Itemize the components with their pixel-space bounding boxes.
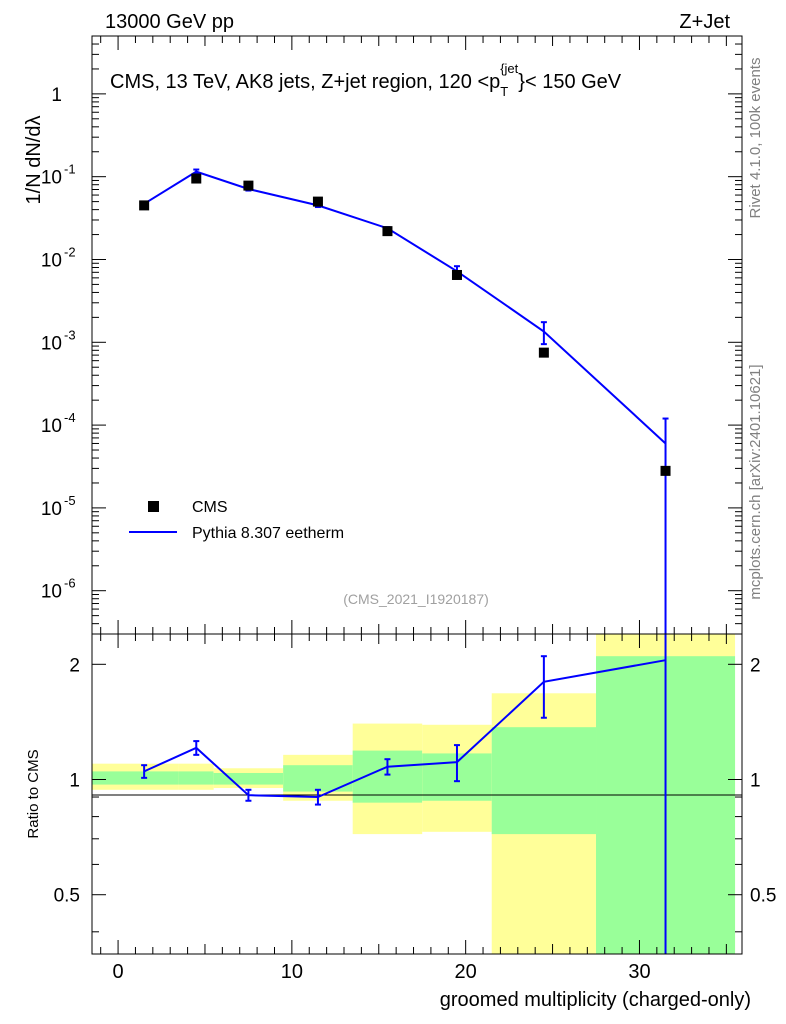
main-y-tick-exponent: -1 xyxy=(64,162,76,177)
main-y-tick-exponent: -2 xyxy=(64,244,76,259)
legend-cms-label: CMS xyxy=(192,499,228,516)
x-axis-tick-label: 0 xyxy=(113,961,124,983)
cms-data-point xyxy=(538,347,549,358)
ratio-panel: 0.5 0.5 1 1 2 2 0 10 20 30 Ratio to CMS groomed … xyxy=(25,633,776,1011)
main-y-tick-label: 1 xyxy=(51,85,62,106)
main-y-tick-exponent: -3 xyxy=(64,327,76,342)
main-y-tick-label: 10 xyxy=(41,582,62,603)
ratio-axis-ticks: 0.5 0.5 1 1 2 2 xyxy=(54,655,776,933)
ratio-uncertainty-bands xyxy=(92,634,736,954)
ratio-band-green xyxy=(92,771,179,785)
main-y-tick-label: 10 xyxy=(41,416,62,437)
ratio-y-tick-label-left: 2 xyxy=(69,655,80,676)
ratio-y-tick-label-left: 0.5 xyxy=(54,886,80,907)
ratio-series-line xyxy=(143,659,666,799)
x-axis-label: groomed multiplicity (charged-only) xyxy=(440,989,751,1011)
ratio-band-green xyxy=(178,771,214,785)
analysis-watermark: (CMS_2021_I1920187) xyxy=(343,591,489,607)
main-y-tick-exponent: -4 xyxy=(64,410,76,425)
cms-data-point xyxy=(139,200,150,211)
ratio-y-tick-label-right: 2 xyxy=(750,655,761,676)
cms-data-point xyxy=(243,180,254,191)
x-axis-ticks: 0 10 20 30 xyxy=(100,634,727,983)
main-y-axis-label: 1/N dN/dλ xyxy=(23,116,45,205)
legend-pythia-label: Pythia 8.307 eetherm xyxy=(192,525,344,542)
header-left-title: 13000 GeV pp xyxy=(105,11,234,33)
ratio-band-green xyxy=(283,765,353,792)
main-panel-title-sub: T xyxy=(500,84,508,99)
main-data-marks xyxy=(139,168,671,634)
cms-data-point xyxy=(451,269,462,280)
legend-cms-marker xyxy=(148,501,159,512)
main-axis-ticks: 110-110-210-310-410-510-6 xyxy=(41,35,742,635)
main-y-tick-label: 10 xyxy=(41,499,62,520)
legend: CMS Pythia 8.307 eetherm xyxy=(129,499,344,542)
x-axis-tick-label: 30 xyxy=(628,961,650,983)
cms-data-point xyxy=(382,226,393,237)
ratio-band-green xyxy=(491,727,597,835)
main-panel: 110-110-210-310-410-510-6 CMS, 13 TeV, A… xyxy=(23,35,743,635)
rivet-version-label: Rivet 4.1.0, 100k events xyxy=(747,58,764,219)
main-y-tick-label: 10 xyxy=(41,333,62,354)
main-y-tick-label: 10 xyxy=(41,168,62,189)
main-y-tick-exponent: -6 xyxy=(64,576,76,591)
cms-data-point xyxy=(660,465,671,476)
ratio-y-axis-label: Ratio to CMS xyxy=(25,749,42,838)
ratio-y-tick-label-right: 1 xyxy=(750,771,761,792)
cms-data-point xyxy=(312,196,323,207)
cms-data-point xyxy=(191,173,202,184)
main-y-tick-exponent: -5 xyxy=(64,493,76,508)
ratio-y-tick-label-left: 1 xyxy=(69,771,80,792)
main-y-tick-label: 10 xyxy=(41,250,62,271)
main-panel-title-text: CMS, 13 TeV, AK8 jets, Z+jet region, 120… xyxy=(110,71,500,93)
ratio-band-green xyxy=(213,772,284,785)
ratio-y-tick-label-right: 0.5 xyxy=(750,886,776,907)
mcplots-label: mcplots.cern.ch [arXiv:2401.10621] xyxy=(747,364,764,599)
ratio-data-marks xyxy=(141,634,667,954)
x-axis-tick-label: 10 xyxy=(281,961,303,983)
main-panel-title-sup: {jet xyxy=(500,61,518,76)
pythia-series-line xyxy=(143,170,667,445)
main-panel-frame xyxy=(91,35,743,635)
ratio-panel-frame xyxy=(91,633,743,955)
header-right-title: Z+Jet xyxy=(679,11,730,33)
main-panel-title-tail: }< 150 GeV xyxy=(518,71,622,93)
x-axis-tick-label: 20 xyxy=(455,961,477,983)
main-panel-title: CMS, 13 TeV, AK8 jets, Z+jet region, 120… xyxy=(110,61,622,99)
